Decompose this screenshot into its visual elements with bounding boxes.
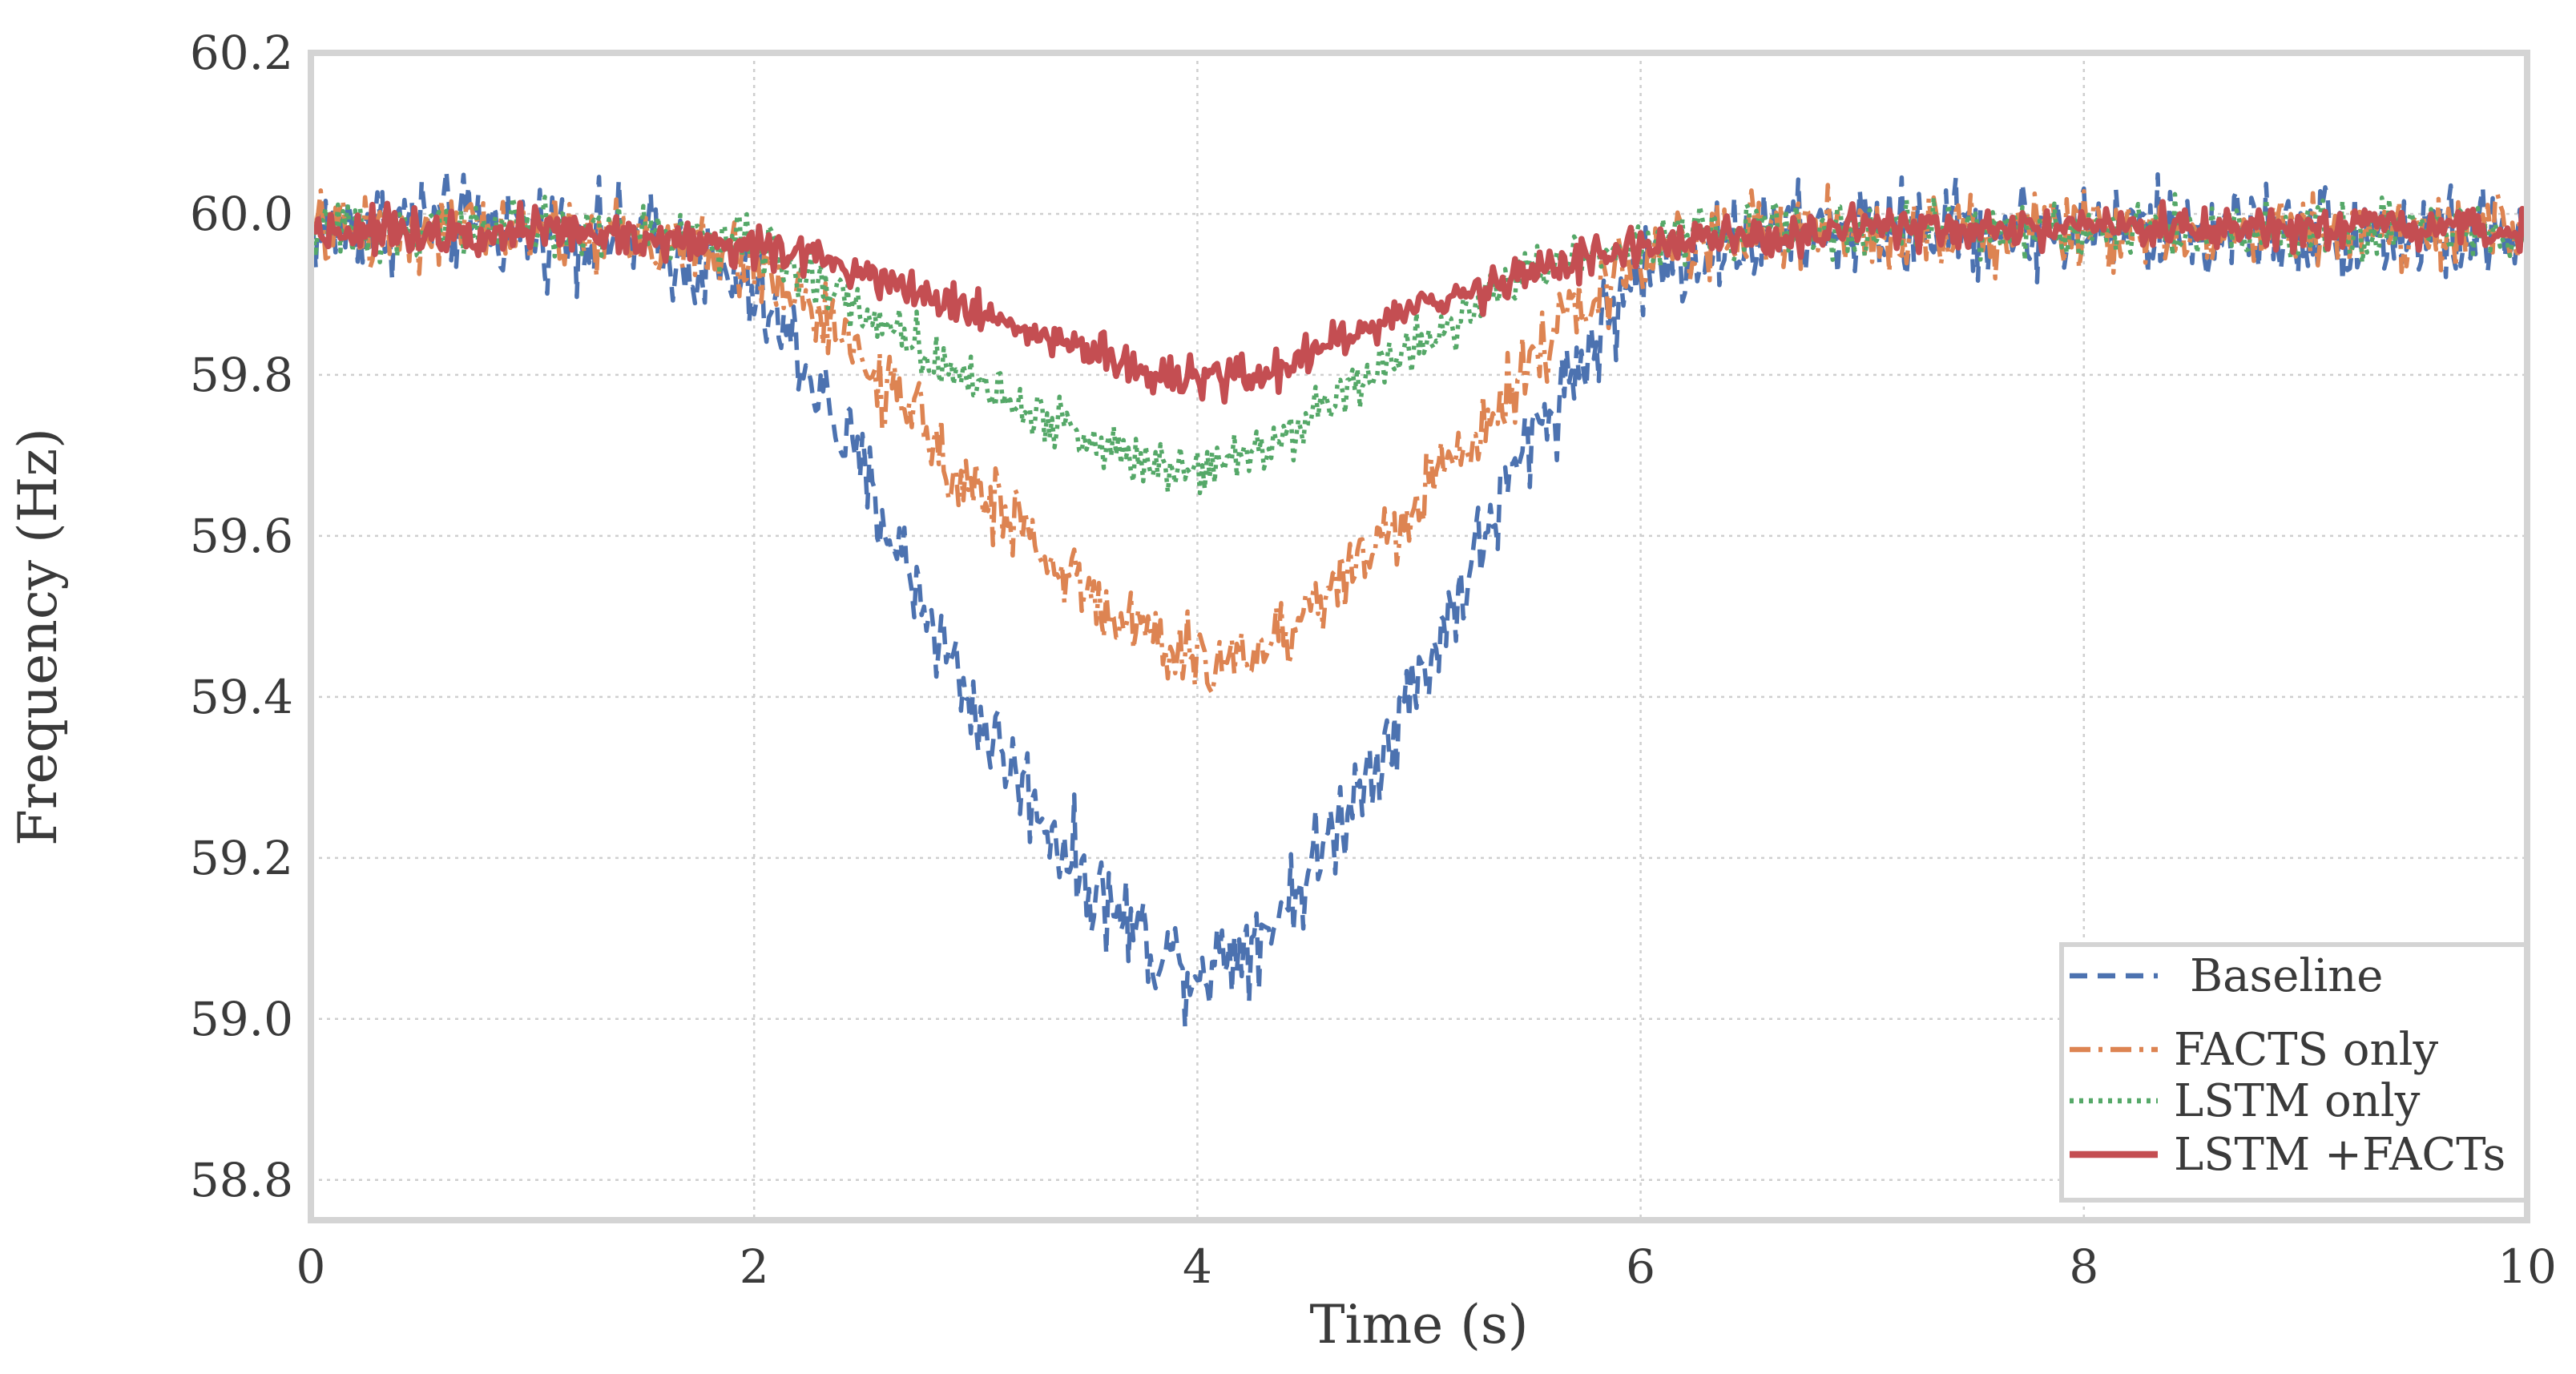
y-axis-label: Frequency (Hz)	[7, 428, 69, 846]
y-tick-label: 60.0	[190, 187, 293, 241]
legend-label: FACTS only	[2174, 1024, 2438, 1076]
series-line-facts-only	[311, 183, 2527, 695]
tick-layer: 0 2 4 6 8 10 58.8 59.0 59.2 59.4 59.6 59.8 60.0 60.2	[190, 26, 2557, 1294]
y-tick-label: 58.8	[190, 1153, 293, 1207]
legend-label: Baseline	[2190, 950, 2383, 1002]
y-tick-label: 59.2	[190, 831, 293, 885]
x-axis-label: Time (s)	[1309, 1294, 1528, 1356]
x-tick-label: 10	[2497, 1239, 2557, 1294]
series-line-lstm-only	[311, 191, 2527, 496]
y-tick-label: 59.8	[190, 348, 293, 402]
y-tick-label: 59.0	[190, 992, 293, 1046]
legend-label: LSTM only	[2174, 1075, 2421, 1127]
x-tick-label: 0	[296, 1239, 326, 1294]
y-tick-label: 59.4	[190, 670, 293, 724]
plot-frame	[308, 50, 2530, 1223]
series-layer	[311, 168, 2527, 1029]
x-tick-label: 4	[1183, 1239, 1212, 1294]
series-line-lstm-facts	[311, 199, 2527, 405]
x-tick-label: 2	[740, 1239, 769, 1294]
y-tick-label: 59.6	[190, 509, 293, 563]
x-tick-label: 6	[1626, 1239, 1655, 1294]
series-line-baseline	[311, 168, 2527, 1029]
legend-label: LSTM +FACTs	[2174, 1129, 2505, 1181]
y-tick-label: 60.2	[190, 26, 293, 80]
x-tick-label: 8	[2069, 1239, 2098, 1294]
